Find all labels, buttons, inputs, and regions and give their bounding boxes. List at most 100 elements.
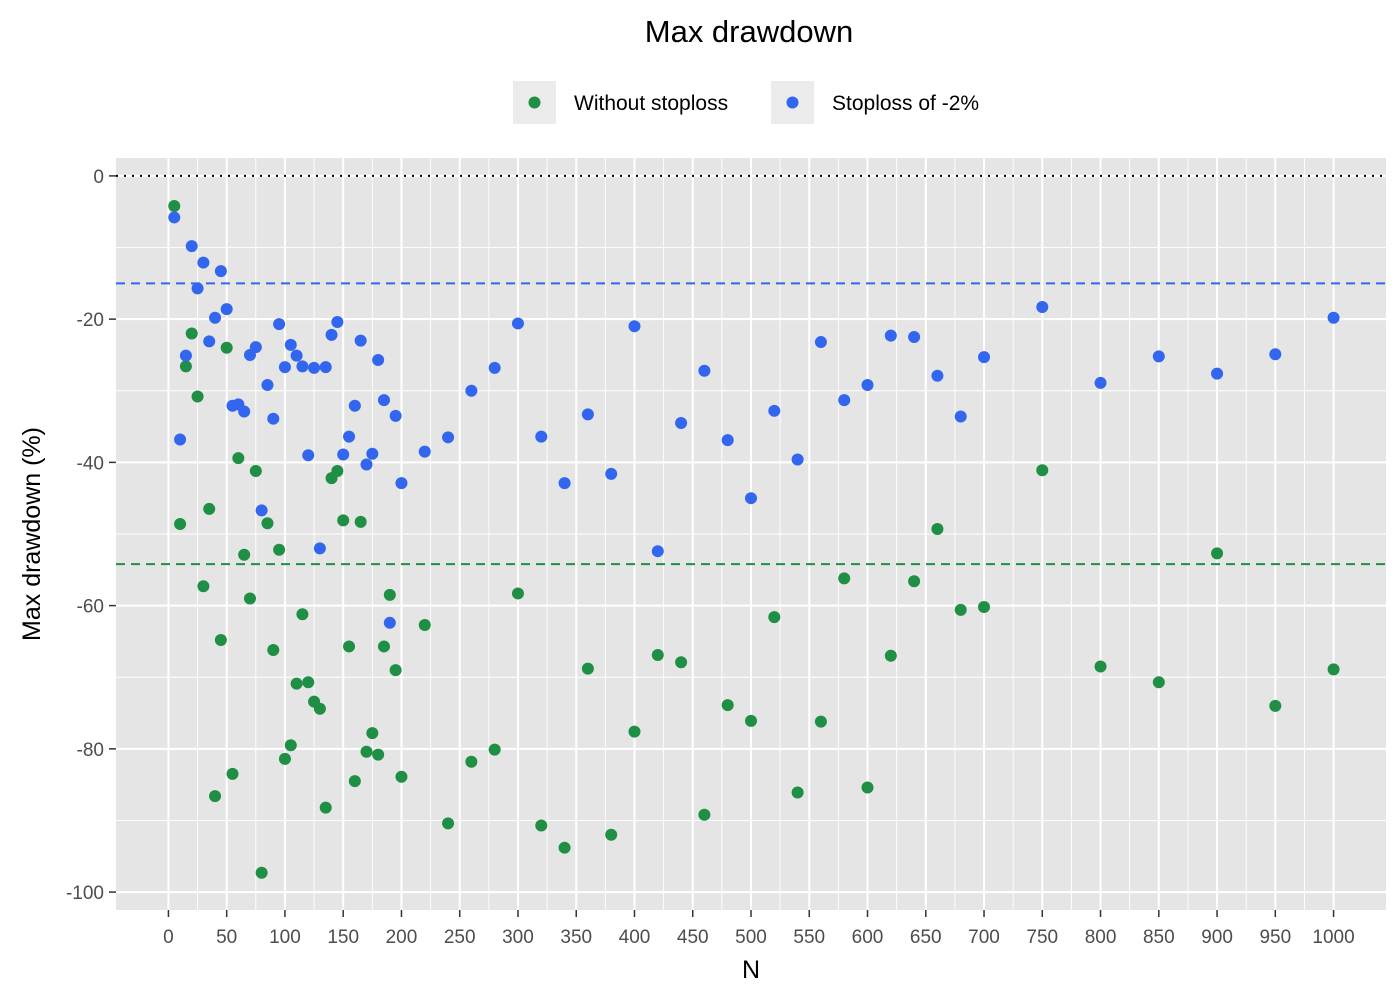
point-stoploss: [861, 379, 874, 392]
point-without-stoploss: [214, 633, 227, 646]
point-stoploss: [628, 320, 641, 333]
point-stoploss: [191, 282, 204, 295]
x-tick-label: 100: [269, 927, 301, 948]
point-without-stoploss: [978, 601, 991, 614]
point-stoploss: [908, 331, 921, 344]
point-without-stoploss: [203, 502, 216, 515]
point-stoploss: [605, 467, 618, 480]
point-stoploss: [319, 361, 332, 374]
point-stoploss: [331, 316, 344, 329]
point-without-stoploss: [191, 390, 204, 403]
point-without-stoploss: [861, 781, 874, 794]
y-tick-label: 0: [93, 167, 104, 188]
x-tick-label: 150: [327, 927, 359, 948]
point-stoploss: [1327, 311, 1340, 324]
point-without-stoploss: [442, 817, 455, 830]
point-without-stoploss: [273, 543, 286, 556]
point-without-stoploss: [1152, 676, 1165, 689]
point-without-stoploss: [209, 790, 222, 803]
point-stoploss: [267, 412, 280, 425]
x-tick-label: 400: [619, 927, 651, 948]
point-stoploss: [348, 399, 361, 412]
point-stoploss: [209, 311, 222, 324]
point-without-stoploss: [255, 866, 268, 879]
point-without-stoploss: [768, 611, 781, 624]
point-without-stoploss: [331, 464, 344, 477]
point-without-stoploss: [581, 662, 594, 675]
point-stoploss: [197, 256, 210, 269]
x-tick-label: 650: [910, 927, 942, 948]
y-tick-label: -60: [77, 597, 104, 618]
point-without-stoploss: [838, 572, 851, 585]
point-without-stoploss: [197, 580, 210, 593]
point-without-stoploss: [168, 199, 181, 212]
point-without-stoploss: [261, 517, 274, 530]
point-without-stoploss: [745, 714, 757, 727]
x-tick-label: 550: [793, 927, 825, 948]
point-stoploss: [302, 449, 315, 462]
point-without-stoploss: [721, 699, 734, 712]
point-stoploss: [1152, 350, 1165, 363]
x-axis-title: N: [742, 956, 760, 984]
point-without-stoploss: [814, 715, 827, 728]
x-axis: 0 50 100 150 200 250 300 350 400 450 500 550 600 650 7…: [163, 910, 1355, 948]
point-stoploss: [214, 265, 227, 278]
y-axis: 0 -20 -40 -60 -80 -100: [66, 167, 116, 904]
point-without-stoploss: [366, 727, 379, 740]
point-without-stoploss: [418, 618, 431, 631]
point-without-stoploss: [354, 515, 367, 528]
point-stoploss: [768, 404, 781, 417]
point-stoploss: [220, 303, 233, 316]
legend-marker-stoploss: [786, 96, 799, 109]
point-stoploss: [185, 240, 198, 253]
point-without-stoploss: [278, 752, 291, 765]
point-without-stoploss: [319, 801, 332, 814]
point-stoploss: [1094, 376, 1107, 389]
point-without-stoploss: [931, 522, 944, 535]
x-tick-label: 850: [1143, 927, 1175, 948]
point-stoploss: [383, 616, 396, 629]
point-without-stoploss: [174, 517, 187, 530]
point-stoploss: [290, 349, 303, 362]
point-without-stoploss: [296, 608, 309, 621]
point-without-stoploss: [179, 360, 192, 373]
legend: Without stoploss Stoploss of -2%: [513, 81, 979, 124]
y-axis-title: Max drawdown (%): [18, 427, 46, 641]
point-without-stoploss: [284, 739, 297, 752]
point-without-stoploss: [337, 514, 350, 527]
point-without-stoploss: [1269, 699, 1282, 712]
legend-label-without-stoploss: Without stoploss: [574, 92, 728, 115]
point-stoploss: [389, 409, 402, 422]
point-without-stoploss: [605, 828, 618, 841]
point-without-stoploss: [232, 452, 245, 465]
y-tick-label: -40: [77, 453, 104, 474]
point-without-stoploss: [628, 725, 641, 738]
point-stoploss: [931, 369, 944, 382]
point-stoploss: [296, 360, 309, 373]
point-stoploss: [418, 445, 431, 458]
point-without-stoploss: [1327, 663, 1340, 676]
point-stoploss: [261, 379, 274, 392]
point-stoploss: [255, 504, 268, 517]
point-stoploss: [838, 394, 851, 407]
point-stoploss: [558, 477, 571, 490]
point-without-stoploss: [884, 649, 897, 662]
point-without-stoploss: [243, 592, 256, 605]
point-stoploss: [721, 434, 734, 447]
point-without-stoploss: [313, 702, 326, 715]
point-without-stoploss: [1094, 660, 1107, 673]
point-stoploss: [675, 416, 688, 429]
point-without-stoploss: [1036, 464, 1049, 477]
x-tick-label: 450: [677, 927, 709, 948]
point-stoploss: [651, 545, 664, 558]
point-stoploss: [377, 394, 390, 407]
point-stoploss: [337, 448, 350, 461]
point-without-stoploss: [675, 656, 688, 669]
point-stoploss: [395, 477, 408, 490]
reference-lines: [116, 174, 1386, 566]
point-without-stoploss: [290, 677, 303, 690]
point-stoploss: [249, 341, 262, 354]
point-without-stoploss: [698, 808, 711, 821]
x-tick-label: 950: [1259, 927, 1291, 948]
point-stoploss: [745, 492, 757, 505]
